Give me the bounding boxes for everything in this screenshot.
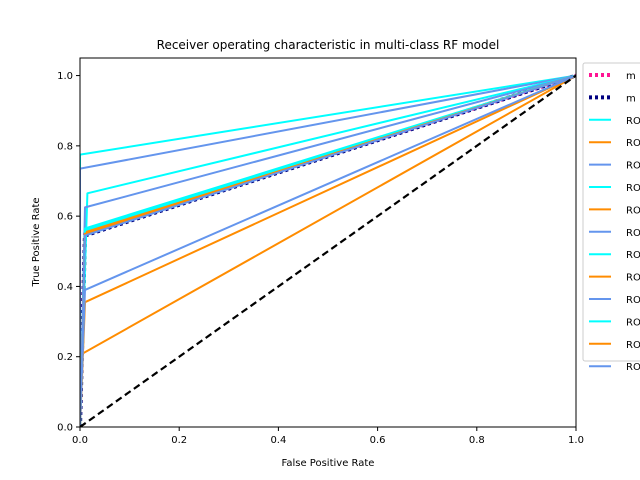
series-layer	[80, 73, 576, 427]
series-line-2	[80, 74, 576, 427]
legend-label-7: RO	[626, 228, 640, 239]
chance-line	[80, 74, 576, 427]
legend-label-0: m	[626, 71, 636, 82]
y-axis: 0.0 0.2 0.4 0.6 0.8 1.0	[57, 71, 80, 434]
legend-label-4: RO	[626, 161, 640, 172]
plot-frame	[79, 57, 577, 428]
legend-label-2: RO	[626, 116, 640, 127]
legend-label-12: RO	[626, 340, 640, 351]
y-tick-label-3: 0.6	[57, 212, 73, 223]
legend-label-10: RO	[626, 295, 640, 306]
legend-label-3: RO	[626, 138, 640, 149]
legend-label-8: RO	[626, 250, 640, 261]
x-tick-label-1: 0.2	[171, 435, 187, 446]
x-tick-label-2: 0.4	[270, 435, 286, 446]
y-tick-label-5: 1.0	[57, 71, 73, 82]
legend-label-6: RO	[626, 205, 640, 216]
legend-label-9: RO	[626, 273, 640, 284]
x-tick-label-4: 0.8	[469, 435, 485, 446]
x-axis: 0.0 0.2 0.4 0.6 0.8 1.0	[72, 427, 584, 446]
legend: mm RO RO RO RO RO RO RO RO RO RO RO RO	[582, 62, 640, 373]
chart-title: Receiver operating characteristic in mul…	[157, 38, 500, 52]
legend-label-11: RO	[626, 317, 640, 328]
series-line-13	[80, 74, 576, 427]
y-tick-label-0: 0.0	[57, 423, 73, 434]
reference-layer	[80, 74, 576, 427]
legend-label-1: m	[626, 93, 636, 104]
legend-frame	[582, 62, 640, 362]
y-tick-label-2: 0.4	[57, 282, 73, 293]
series-line-3	[80, 74, 576, 427]
y-axis-label: True Positive Rate	[31, 197, 42, 287]
y-tick-label-4: 0.8	[57, 141, 73, 152]
x-axis-label: False Positive Rate	[282, 458, 375, 469]
x-tick-label-0: 0.0	[72, 435, 88, 446]
x-tick-label-3: 0.6	[370, 435, 386, 446]
y-tick-label-1: 0.2	[57, 352, 73, 363]
legend-label-5: RO	[626, 183, 640, 194]
legend-label-13: RO	[626, 362, 640, 373]
series-line-4	[80, 74, 576, 427]
x-tick-label-5: 1.0	[568, 435, 584, 446]
